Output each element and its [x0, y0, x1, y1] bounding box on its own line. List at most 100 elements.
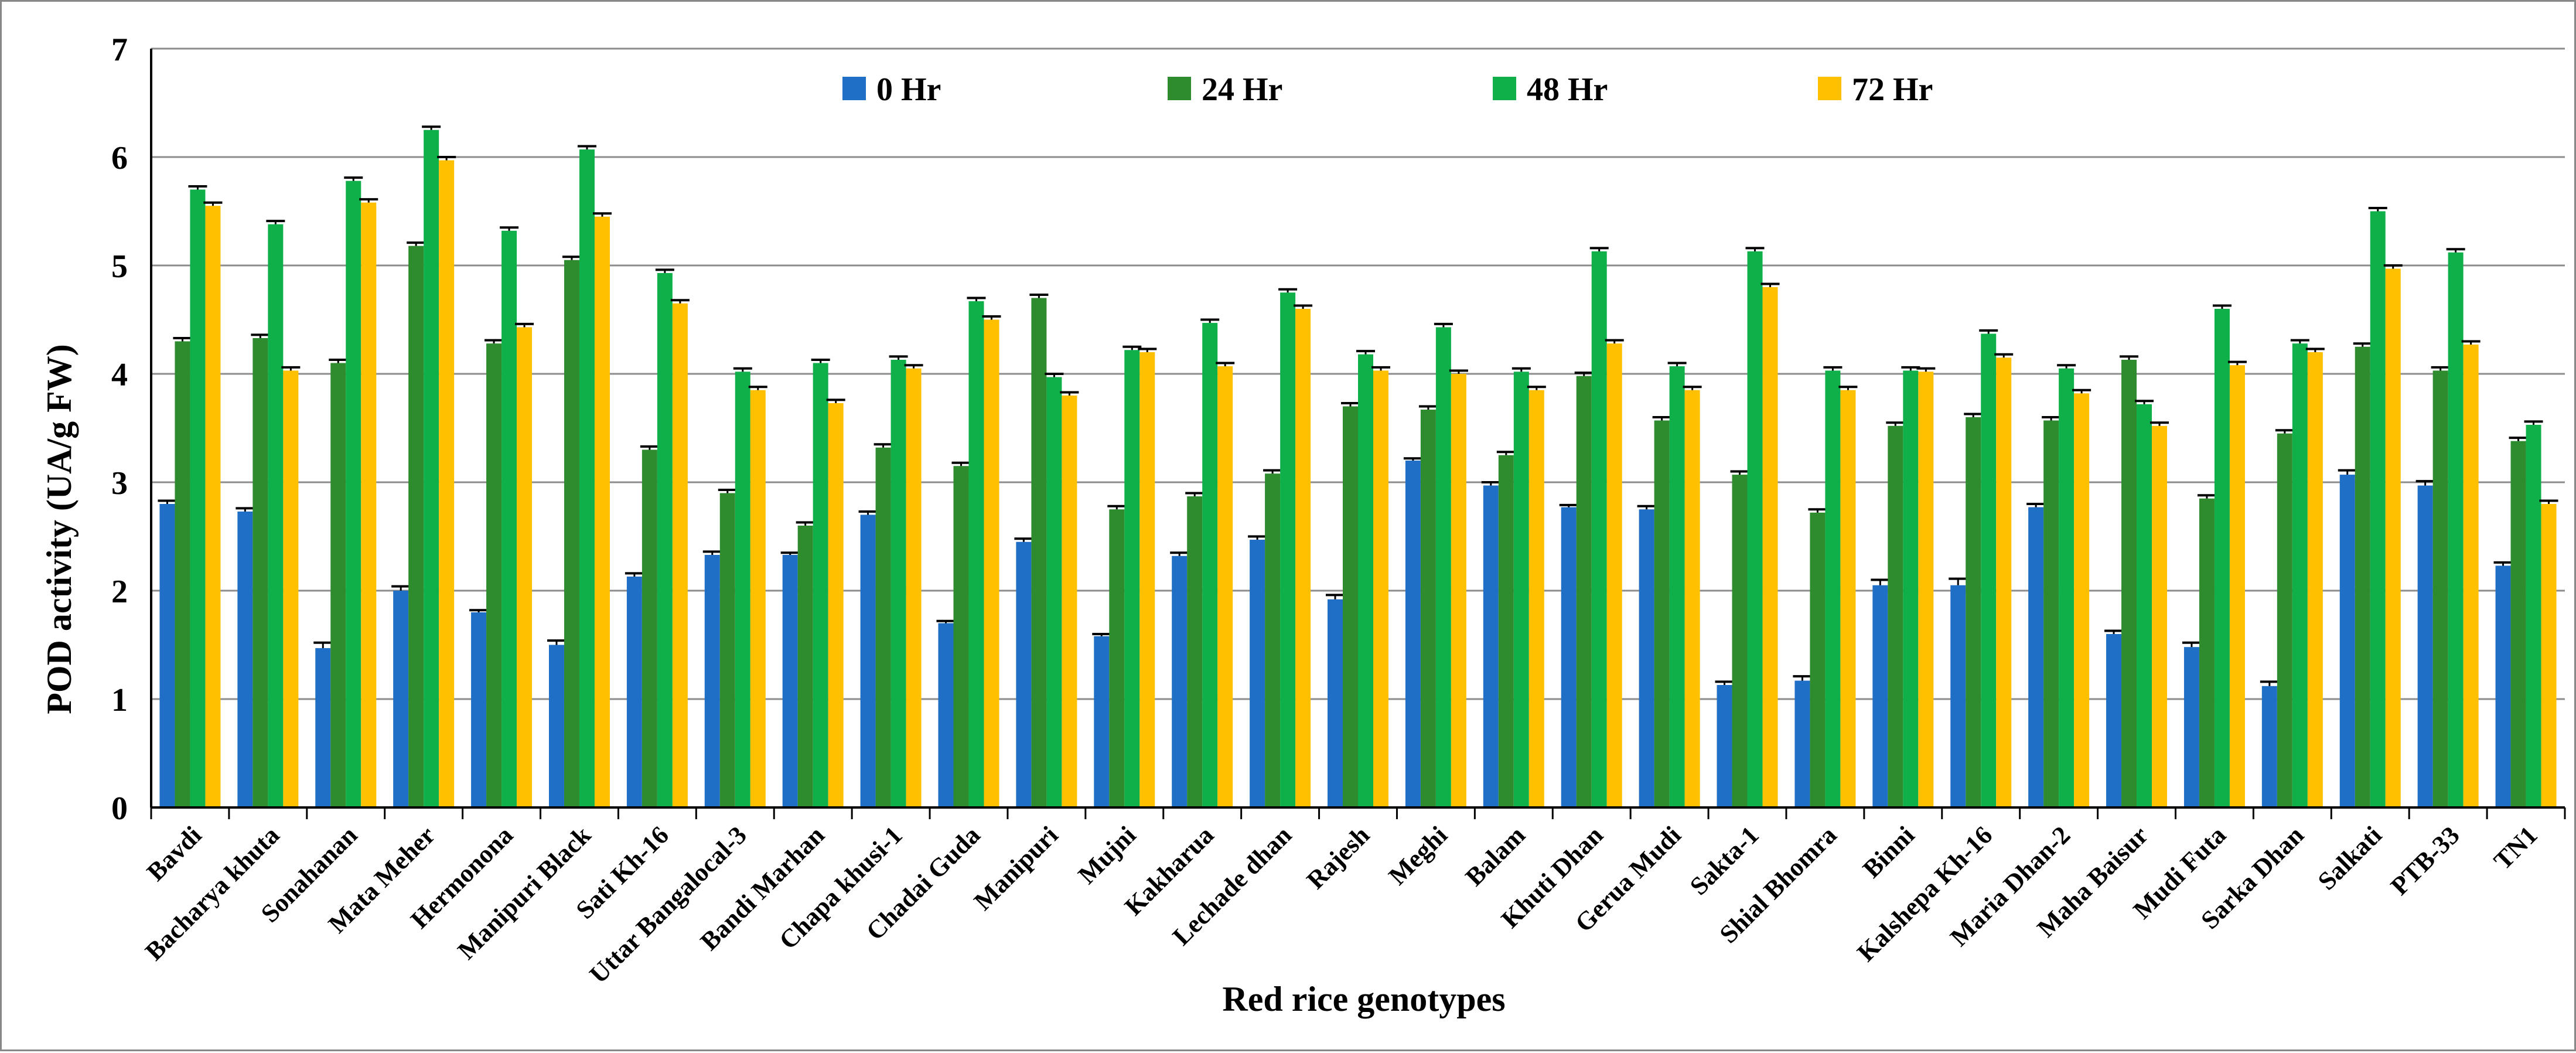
bar-24-hr [2199, 498, 2215, 807]
bar-48-hr [1981, 333, 1997, 807]
bar-0-hr [1094, 636, 1110, 807]
bar-72-hr [2385, 268, 2401, 807]
bar-0-hr [1872, 585, 1888, 807]
bar-0-hr [2028, 507, 2044, 807]
bar-24-hr [253, 338, 268, 807]
bar-24-hr [1420, 410, 1436, 807]
bar-0-hr [237, 511, 253, 807]
bar-72-hr [1996, 357, 2012, 807]
bar-72-hr [1062, 396, 1077, 807]
bar-0-hr [2339, 475, 2355, 807]
x-tick-label: Manipuri [968, 820, 1064, 916]
legend-label: 24 Hr [1202, 71, 1282, 108]
bar-48-hr [2448, 252, 2464, 807]
bar-0-hr [2495, 565, 2511, 807]
bar-72-hr [1528, 390, 1544, 807]
bar-24-hr [1966, 417, 1981, 807]
bar-0-hr [1328, 599, 1343, 807]
bar-24-hr [2510, 441, 2526, 807]
bar-48-hr [2137, 404, 2152, 807]
x-tick-label: Rajesh [1301, 820, 1375, 894]
bar-0-hr [782, 554, 798, 807]
y-tick-label: 7 [111, 32, 128, 68]
bar-0-hr [315, 648, 331, 807]
y-tick-label: 4 [111, 357, 128, 393]
bar-72-hr [1840, 390, 1856, 807]
bar-72-hr [906, 368, 922, 807]
bar-24-hr [797, 526, 813, 807]
y-axis-title: POD activity (UA/g FW) [40, 344, 79, 714]
x-tick-label: Kalshepa Kh-16 [1851, 820, 1998, 967]
bar-0-hr [1405, 461, 1421, 807]
y-tick-label: 3 [111, 465, 128, 502]
bar-72-hr [1217, 366, 1233, 807]
bar-48-hr [2526, 424, 2541, 807]
bar-48-hr [1046, 377, 1062, 807]
bar-24-hr [330, 363, 346, 807]
bar-48-hr [190, 189, 206, 807]
bar-72-hr [2152, 425, 2168, 807]
bar-48-hr [813, 363, 828, 807]
x-tick-label: Manipuri Black [452, 820, 597, 965]
legend-label: 0 Hr [876, 71, 941, 108]
bar-0-hr [2183, 647, 2199, 807]
bar-24-hr [1109, 509, 1125, 807]
bar-24-hr [1576, 376, 1592, 807]
bar-0-hr [2106, 634, 2122, 807]
bar-72-hr [2074, 393, 2090, 807]
x-axis-title: Red rice genotypes [1222, 980, 1505, 1018]
bar-24-hr [875, 447, 891, 807]
bar-72-hr [1373, 370, 1388, 807]
bar-24-hr [953, 466, 969, 807]
bar-24-hr [408, 246, 424, 807]
bar-0-hr [471, 612, 487, 807]
x-tick-label: Mujni [1073, 820, 1142, 890]
bar-48-hr [1825, 370, 1841, 807]
bar-72-hr [594, 216, 610, 807]
bar-24-hr [2355, 346, 2370, 807]
bar-72-hr [2463, 345, 2479, 807]
bar-0-hr [860, 514, 876, 807]
bar-0-hr [1172, 556, 1188, 807]
x-tick-label: Bavdi [141, 820, 207, 886]
bar-0-hr [1250, 540, 1265, 807]
bar-0-hr [159, 504, 175, 807]
bar-72-hr [205, 206, 221, 807]
bar-24-hr [1031, 298, 1047, 807]
bar-72-hr [2307, 352, 2323, 807]
bar-0-hr [2417, 485, 2433, 807]
bar-48-hr [1747, 251, 1763, 807]
bar-0-hr [1561, 507, 1577, 807]
bar-24-hr [564, 260, 579, 807]
bar-72-hr [517, 327, 533, 807]
bar-72-hr [1139, 352, 1155, 807]
bar-0-hr [938, 623, 954, 807]
bar-48-hr [2214, 309, 2230, 807]
bar-72-hr [439, 160, 455, 807]
bars [158, 125, 2558, 808]
bar-0-hr [1016, 541, 1032, 807]
bar-48-hr [1435, 327, 1451, 807]
bar-0-hr [1483, 485, 1499, 807]
bar-48-hr [735, 372, 750, 807]
bar-72-hr [1684, 390, 1700, 807]
x-tick-label: Sakta-1 [1684, 820, 1765, 901]
bar-24-hr [642, 449, 657, 807]
bar-48-hr [2370, 211, 2386, 807]
bar-24-hr [1265, 473, 1281, 807]
bar-72-hr [1918, 372, 1934, 807]
bar-0-hr [2261, 686, 2277, 807]
legend-swatch [1168, 77, 1191, 100]
bar-24-hr [1732, 475, 1748, 807]
y-tick-label: 6 [111, 140, 128, 176]
bar-48-hr [1669, 366, 1685, 807]
bar-48-hr [1591, 251, 1607, 807]
bar-24-hr [1187, 496, 1203, 807]
bar-48-hr [2292, 343, 2308, 807]
bar-72-hr [1762, 287, 1778, 807]
x-tick-label: TN1 [2488, 820, 2543, 875]
y-tick-label: 2 [111, 574, 128, 610]
